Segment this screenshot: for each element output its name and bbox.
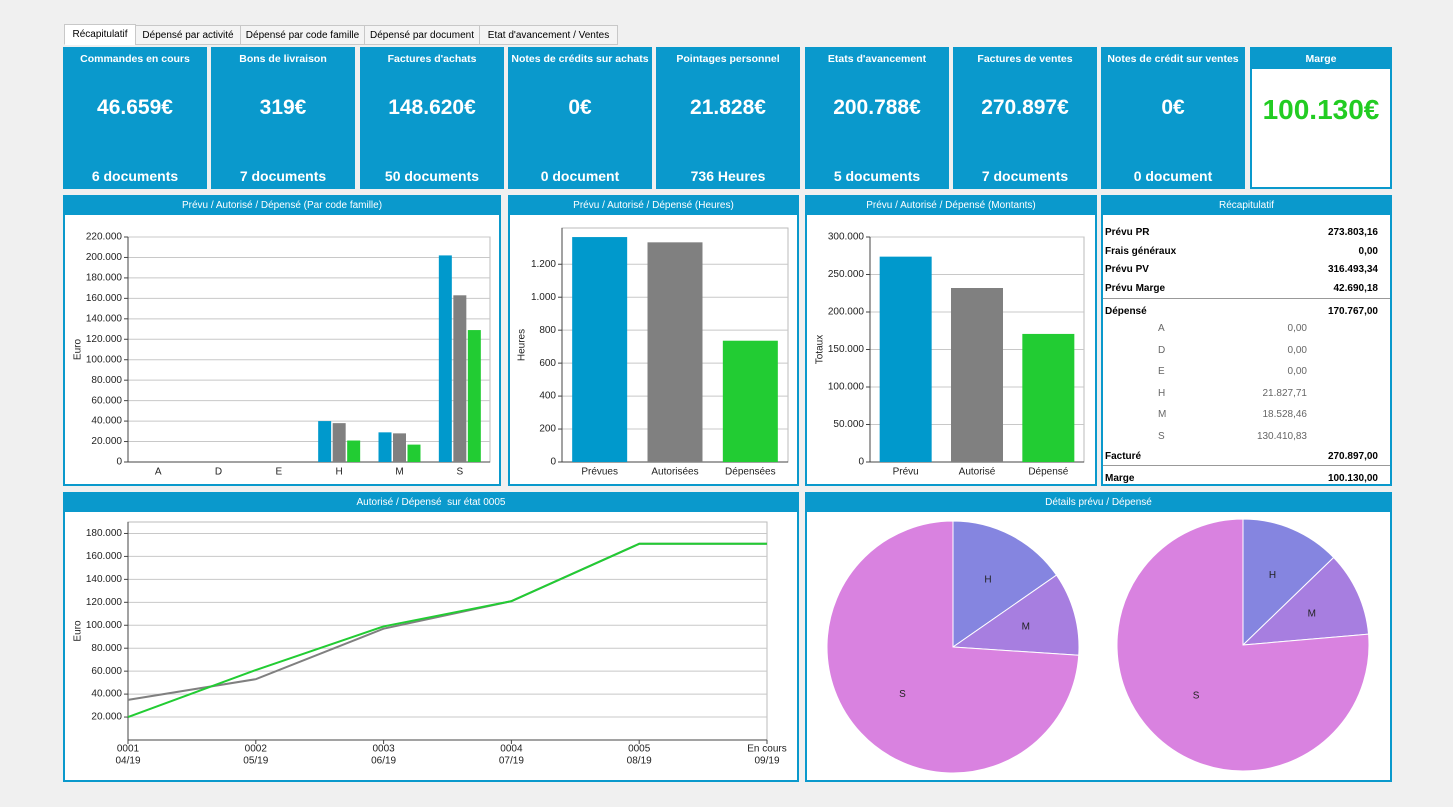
- recap-label: Prévu Marge: [1105, 283, 1166, 295]
- kpi-card: Notes de crédit sur ventes 0€ 0 document: [1101, 47, 1245, 189]
- recap-rule: [1103, 465, 1390, 466]
- kpi-title: Pointages personnel: [676, 53, 780, 65]
- kpi-value: 270.897€: [981, 96, 1069, 119]
- recap-value: 270.897,00: [1327, 451, 1378, 462]
- panel-line: Autorisé / Dépensé sur état 0005: [63, 492, 799, 782]
- kpi-card: Factures d'achats 148.620€ 50 documents: [360, 47, 504, 189]
- tab[interactable]: Dépensé par activité: [135, 25, 241, 45]
- kpi-value: 21.828€: [690, 96, 766, 119]
- tab[interactable]: Etat d'avancement / Ventes: [479, 25, 618, 45]
- tab[interactable]: Récapitulatif: [64, 24, 136, 45]
- kpi-footer: 5 documents: [833, 168, 921, 184]
- kpi-title: Notes de crédit sur ventes: [1107, 53, 1239, 65]
- kpi-value: 148.620€: [388, 96, 476, 119]
- recap-value: 170.767,00: [1327, 306, 1378, 317]
- panel-title: Autorisé / Dépensé sur état 0005: [65, 494, 797, 512]
- recap-label: Dépensé: [1105, 306, 1147, 317]
- panel-recap: Récapitulatif Prévu PR 273.803,16 Frais gén…: [1101, 195, 1392, 486]
- recap-label: H: [1158, 387, 1166, 399]
- recap-label: S: [1158, 430, 1165, 442]
- kpi-card: Bons de livraison 319€ 7 documents: [211, 47, 355, 189]
- kpi-value: 200.788€: [833, 96, 921, 119]
- kpi-title: Bons de livraison: [239, 53, 327, 65]
- kpi-footer: 7 documents: [981, 168, 1069, 184]
- kpi-footer: 0 document: [1133, 168, 1213, 184]
- panel-title: Prévu / Autorisé / Dépensé (Heures): [510, 197, 797, 215]
- recap-value: 18.528,46: [1262, 409, 1308, 420]
- tab[interactable]: Dépensé par document: [364, 25, 480, 45]
- recap-value: 100.130,00: [1327, 473, 1378, 484]
- kpi-card: Marge 100.130€: [1250, 47, 1392, 189]
- recap-label: Prévu PR: [1105, 227, 1150, 238]
- recap-value: 0,00: [1287, 344, 1307, 356]
- tab[interactable]: Dépensé par code famille: [240, 25, 365, 45]
- kpi-value: 0€: [568, 96, 592, 119]
- kpi-card: Commandes en cours 46.659€ 6 documents: [63, 47, 207, 189]
- recap-value: 0,00: [1358, 245, 1378, 257]
- panel-pies: Détails prévu / Dépensé: [805, 492, 1392, 782]
- kpi-title: Factures de ventes: [977, 53, 1073, 65]
- kpi-card: Pointages personnel 21.828€ 736 Heures: [656, 47, 800, 189]
- recap-label: E: [1158, 366, 1165, 377]
- recap-value: 0,00: [1287, 366, 1307, 377]
- kpi-footer: 50 documents: [384, 168, 480, 184]
- recap-value: 0,00: [1287, 323, 1307, 334]
- kpi-card: Factures de ventes 270.897€ 7 documents: [953, 47, 1097, 189]
- recap-value: 316.493,34: [1327, 264, 1378, 276]
- recap-label: D: [1158, 344, 1166, 356]
- recap-label: Marge: [1105, 473, 1135, 484]
- recap-value: 21.827,71: [1262, 387, 1308, 399]
- kpi-title: Etats d'avancement: [827, 53, 927, 65]
- kpi-value: 46.659€: [97, 96, 173, 119]
- kpi-footer: 6 documents: [91, 168, 179, 184]
- kpi-title: Factures d'achats: [387, 53, 477, 65]
- recap-label: Facturé: [1105, 451, 1142, 462]
- kpi-footer: 7 documents: [239, 168, 327, 184]
- panel-title: Récapitulatif: [1103, 197, 1390, 215]
- kpi-value: 0€: [1161, 96, 1185, 119]
- kpi-value: 319€: [259, 96, 307, 119]
- kpi-footer: 0 document: [540, 168, 620, 184]
- recap-label: M: [1158, 409, 1167, 420]
- recap-label: Prévu PV: [1105, 264, 1149, 276]
- kpi-title: Marge: [1252, 49, 1390, 69]
- recap-value: 130.410,83: [1256, 430, 1307, 442]
- recap-value: 273.803,16: [1327, 227, 1378, 238]
- panel-title: Détails prévu / Dépensé: [807, 494, 1390, 512]
- kpi-card: Notes de crédits sur achats 0€ 0 document: [508, 47, 652, 189]
- panel-title: Prévu / Autorisé / Dépensé (Montants): [807, 197, 1095, 215]
- recap-label: A: [1158, 323, 1165, 334]
- recap-value: 42.690,18: [1333, 283, 1379, 295]
- panel-family: Prévu / Autorisé / Dépensé (Par code fam…: [63, 195, 501, 486]
- panel-hours: Prévu / Autorisé / Dépensé (Heures): [508, 195, 799, 486]
- kpi-title: Commandes en cours: [80, 53, 190, 65]
- panel-title: Prévu / Autorisé / Dépensé (Par code fam…: [65, 197, 499, 215]
- kpi-title: Notes de crédits sur achats: [511, 53, 649, 65]
- panel-amounts: Prévu / Autorisé / Dépensé (Montants): [805, 195, 1097, 486]
- kpi-card: Etats d'avancement 200.788€ 5 documents: [805, 47, 949, 189]
- kpi-value: 100.130€: [1262, 94, 1380, 125]
- recap-rule: [1103, 298, 1390, 299]
- recap-label: Frais généraux: [1105, 245, 1177, 257]
- kpi-footer: 736 Heures: [690, 168, 766, 184]
